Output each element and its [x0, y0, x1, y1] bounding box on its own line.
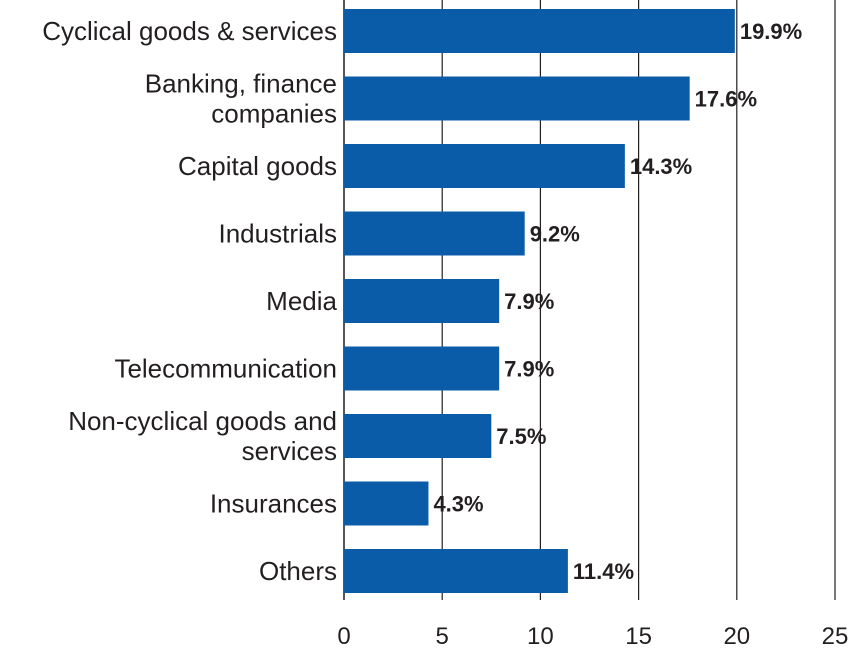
- category-label-7: Insurances: [210, 489, 337, 519]
- value-label-2: 14.3%: [630, 154, 692, 179]
- bars: [344, 9, 735, 593]
- value-label-7: 4.3%: [433, 492, 483, 517]
- category-labels: Cyclical goods & services Banking, financ…: [42, 16, 337, 586]
- value-label-4: 7.9%: [504, 289, 554, 314]
- value-label-5: 7.9%: [504, 357, 554, 382]
- x-tick-label-0: 0: [337, 623, 350, 650]
- bar-8: [344, 549, 568, 593]
- bar-3: [344, 211, 525, 256]
- value-label-0: 19.9%: [740, 19, 802, 44]
- value-label-8: 11.4%: [573, 559, 634, 584]
- x-axis-ticks: 0 5 10 15 20 25: [337, 623, 848, 650]
- x-tick-label-15: 15: [625, 623, 652, 650]
- category-label-5: Telecommunication: [114, 354, 337, 384]
- value-label-1: 17.6%: [695, 87, 757, 112]
- x-tick-label-5: 5: [436, 623, 449, 650]
- bar-5: [344, 346, 500, 391]
- value-label-6: 7.5%: [496, 424, 546, 449]
- bar-1: [344, 76, 690, 121]
- x-tick-label-20: 20: [723, 623, 750, 650]
- value-labels: 19.9% 17.6% 14.3% 9.2% 7.9% 7.9% 7.5% 4.3% 11.4%: [433, 19, 802, 584]
- bar-2: [344, 144, 625, 188]
- x-tick-label-25: 25: [822, 623, 849, 650]
- category-label-0: Cyclical goods & services: [42, 16, 337, 46]
- bar-7: [344, 481, 429, 526]
- category-label-8: Others: [259, 556, 337, 586]
- category-label-3: Industrials: [219, 219, 338, 249]
- bar-6: [344, 414, 492, 458]
- category-label-1-line0: Banking, finance: [145, 69, 337, 99]
- category-label-1-line1: companies: [211, 99, 337, 129]
- bar-0: [344, 9, 735, 53]
- value-label-3: 9.2%: [530, 222, 580, 247]
- category-label-2: Capital goods: [178, 151, 337, 181]
- x-tick-label-10: 10: [527, 623, 554, 650]
- category-label-6-line0: Non-cyclical goods and: [68, 406, 337, 436]
- category-label-4: Media: [266, 286, 337, 316]
- bar-4: [344, 279, 500, 323]
- category-label-6-line1: services: [242, 436, 337, 466]
